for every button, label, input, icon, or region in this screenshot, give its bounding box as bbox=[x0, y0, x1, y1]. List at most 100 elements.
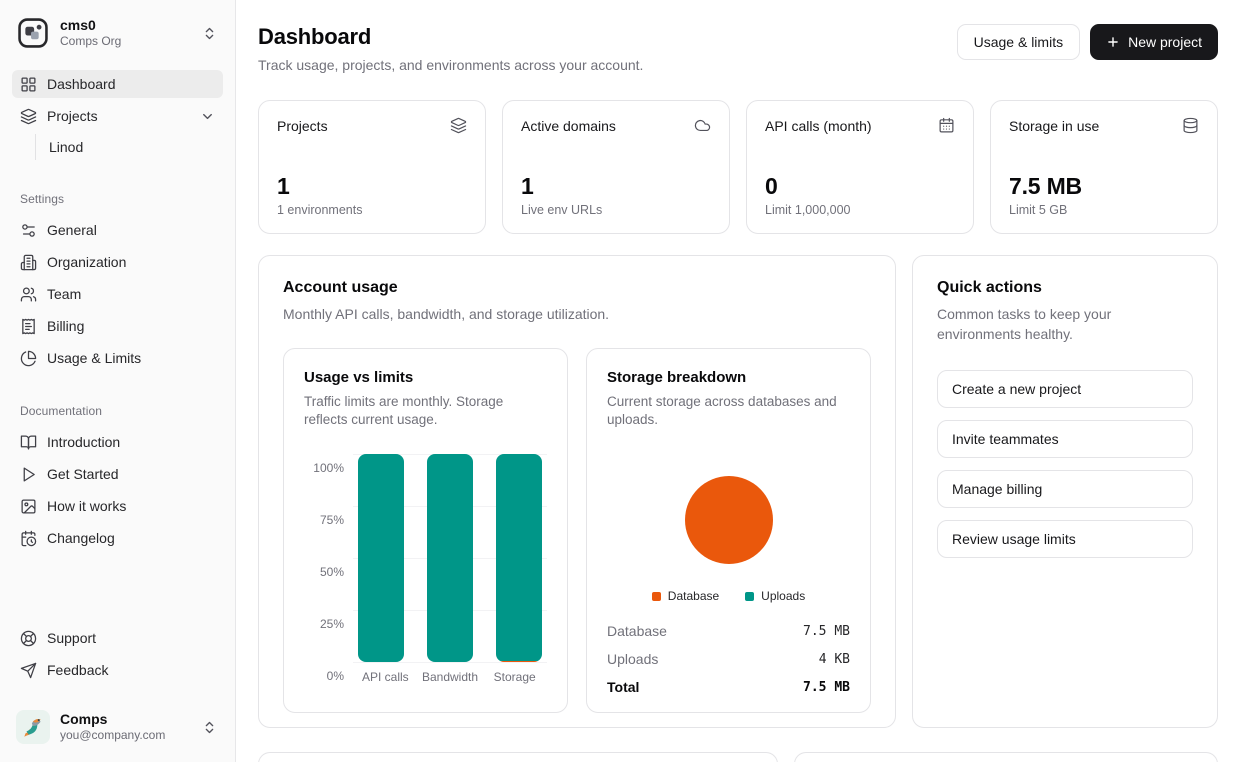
sidebar-item-label: Introduction bbox=[47, 434, 121, 450]
bar-bandwidth bbox=[427, 454, 473, 663]
invite-teammates-button[interactable]: Invite teammates bbox=[937, 420, 1193, 459]
review-usage-limits-button[interactable]: Review usage limits bbox=[937, 520, 1193, 559]
sidebar-item-label: Get Started bbox=[47, 466, 119, 482]
x-tick: API calls bbox=[361, 670, 409, 685]
sidebar-item-label: Team bbox=[47, 286, 82, 302]
sidebar: cms0 Comps Org Dashboard Projects Linod … bbox=[0, 0, 236, 762]
sidebar-item-usage-limits[interactable]: Usage & Limits bbox=[12, 344, 223, 372]
stat-value: 7.5 MB bbox=[1009, 173, 1082, 199]
gridline bbox=[353, 662, 547, 664]
chevrons-up-down-icon bbox=[205, 721, 214, 733]
storage-pie bbox=[684, 476, 773, 565]
sidebar-item-linod[interactable]: Linod bbox=[35, 134, 223, 160]
sidebar-item-label: Feedback bbox=[47, 662, 109, 678]
sidebar-item-dashboard[interactable]: Dashboard bbox=[12, 70, 223, 98]
stat-card-projects: Projects 1 1 environments bbox=[258, 100, 486, 234]
sidebar-item-projects[interactable]: Projects bbox=[12, 102, 223, 130]
stat-card-active-domains: Active domains 1 Live env URLs bbox=[502, 100, 730, 234]
sidebar-item-introduction[interactable]: Introduction bbox=[12, 428, 223, 456]
page-header-text: Dashboard Track usage, projects, and env… bbox=[258, 24, 643, 73]
account-usage-title: Account usage bbox=[283, 279, 398, 296]
content-row: Account usage Monthly API calls, bandwid… bbox=[258, 255, 1218, 728]
page-title: Dashboard bbox=[258, 24, 372, 49]
page-subtitle: Track usage, projects, and environments … bbox=[258, 57, 644, 73]
x-tick: Storage bbox=[493, 670, 536, 685]
sidebar-item-label: How it works bbox=[47, 498, 127, 514]
chevron-down-icon bbox=[203, 113, 212, 119]
row-value: 7.5 MB bbox=[803, 679, 850, 695]
y-tick: 75% bbox=[319, 513, 344, 528]
dashboard-grid-icon bbox=[21, 76, 36, 92]
legend-item-uploads: Uploads bbox=[745, 589, 805, 603]
table-row-database: Database 7.5 MB bbox=[607, 617, 850, 645]
user-email: you@company.com bbox=[60, 728, 166, 743]
receipt-icon bbox=[22, 318, 35, 334]
new-project-button[interactable]: New project bbox=[1090, 24, 1218, 60]
user-switcher[interactable]: Comps you@company.com bbox=[12, 704, 223, 750]
database-icon bbox=[1183, 117, 1198, 134]
usage-vs-limits-subtitle: Traffic limits are monthly. Storage refl… bbox=[304, 393, 504, 428]
sidebar-item-team[interactable]: Team bbox=[12, 280, 223, 308]
stat-sub: Limit 5 GB bbox=[1009, 203, 1068, 217]
bottom-row bbox=[258, 752, 1218, 762]
sidebar-item-label: Projects bbox=[47, 108, 98, 124]
bar-chart-x-labels: API calls Bandwidth Storage bbox=[353, 670, 547, 684]
stat-sub: 1 environments bbox=[277, 203, 363, 217]
storage-breakdown-card: Storage breakdown Current storage across… bbox=[586, 347, 871, 713]
row-label: Total bbox=[607, 679, 640, 696]
account-usage-subtitle: Monthly API calls, bandwidth, and storag… bbox=[283, 306, 610, 322]
sidebar-item-billing[interactable]: Billing bbox=[12, 312, 223, 340]
play-icon bbox=[23, 466, 35, 482]
sidebar-item-support[interactable]: Support bbox=[12, 624, 223, 652]
stat-sub: Live env URLs bbox=[521, 203, 603, 217]
legend-swatch-uploads bbox=[745, 591, 755, 601]
sidebar-item-get-started[interactable]: Get Started bbox=[12, 460, 223, 488]
stat-label: Projects bbox=[277, 117, 328, 134]
usage-bar-chart: 100% 75% 50% 25% 0% bbox=[304, 454, 547, 683]
stat-sub: Limit 1,000,000 bbox=[765, 203, 851, 217]
y-tick: 100% bbox=[313, 461, 344, 476]
stat-value: 1 bbox=[521, 173, 534, 199]
layers-icon bbox=[450, 117, 467, 134]
sliders-icon bbox=[22, 223, 35, 237]
usage-limits-button[interactable]: Usage & limits bbox=[956, 24, 1081, 60]
cms-logo-icon bbox=[18, 18, 48, 48]
sidebar-item-how-it-works[interactable]: How it works bbox=[12, 492, 223, 520]
quick-actions-subtitle: Common tasks to keep your environments h… bbox=[937, 306, 1112, 342]
stat-value: 1 bbox=[277, 173, 290, 199]
sidebar-item-label: Support bbox=[47, 630, 97, 646]
usage-vs-limits-card: Usage vs limits Traffic limits are month… bbox=[283, 347, 568, 713]
account-usage-charts: Usage vs limits Traffic limits are month… bbox=[283, 347, 871, 713]
quick-actions-title: Quick actions bbox=[937, 279, 1042, 296]
org-meta: cms0 Comps Org bbox=[60, 17, 121, 50]
y-tick: 25% bbox=[319, 617, 344, 632]
create-project-button[interactable]: Create a new project bbox=[937, 370, 1193, 409]
usage-vs-limits-title: Usage vs limits bbox=[304, 368, 414, 386]
plus-icon bbox=[1108, 37, 1118, 47]
account-usage-panel: Account usage Monthly API calls, bandwid… bbox=[258, 255, 896, 728]
bar-api-calls bbox=[358, 454, 404, 663]
partial-card-right bbox=[794, 752, 1218, 762]
new-project-label: New project bbox=[1128, 34, 1202, 50]
layers-icon bbox=[20, 108, 37, 124]
main-content: Dashboard Track usage, projects, and env… bbox=[236, 0, 1241, 762]
chevrons-up-down-icon bbox=[205, 27, 214, 39]
user-name: Comps bbox=[60, 710, 108, 727]
sidebar-item-organization[interactable]: Organization bbox=[12, 248, 223, 276]
bird-avatar-icon bbox=[24, 718, 41, 737]
avatar bbox=[16, 710, 50, 744]
manage-billing-button[interactable]: Manage billing bbox=[937, 470, 1193, 509]
header-actions: Usage & limits New project bbox=[956, 24, 1218, 60]
sidebar-item-label: Organization bbox=[47, 254, 127, 270]
send-icon bbox=[20, 662, 37, 678]
users-icon bbox=[20, 286, 37, 302]
bar-chart-y-axis: 100% 75% 50% 25% 0% bbox=[304, 454, 344, 683]
sidebar-item-general[interactable]: General bbox=[12, 216, 223, 244]
x-tick: Bandwidth bbox=[421, 670, 479, 685]
sidebar-item-feedback[interactable]: Feedback bbox=[12, 656, 223, 684]
partial-card-left bbox=[258, 752, 778, 762]
storage-breakdown-subtitle: Current storage across databases and upl… bbox=[607, 393, 837, 428]
org-switcher[interactable]: cms0 Comps Org bbox=[12, 12, 223, 54]
stat-card-api-calls: API calls (month) 0 Limit 1,000,000 bbox=[746, 100, 974, 234]
sidebar-item-changelog[interactable]: Changelog bbox=[12, 524, 223, 552]
